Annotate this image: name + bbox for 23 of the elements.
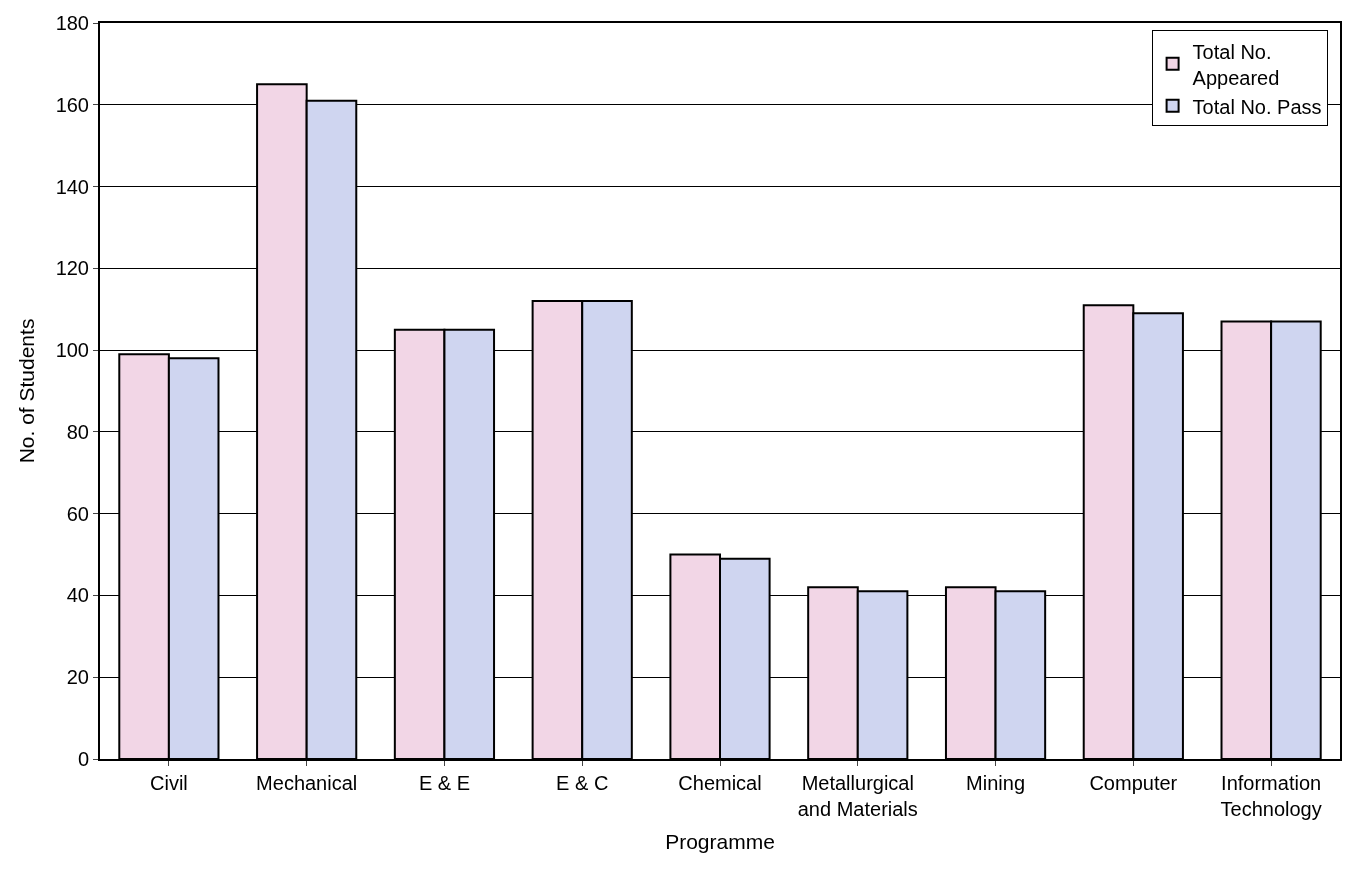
x-tick-label: Chemical bbox=[678, 772, 762, 794]
y-tick-label: 40 bbox=[66, 584, 89, 607]
legend-label: Total No. Pass bbox=[1192, 95, 1322, 118]
x-tick-label: Information Technology bbox=[1220, 772, 1322, 820]
x-tick-label: Civil bbox=[150, 772, 188, 794]
legend-label: Total No. Appeared bbox=[1192, 40, 1280, 89]
x-tick-label: Metallurgical and Materials bbox=[797, 772, 918, 820]
y-tick-label: 100 bbox=[55, 339, 89, 362]
y-tick-label: 60 bbox=[66, 502, 89, 525]
x-tick-label: Mining bbox=[966, 772, 1026, 794]
y-tick-label: 80 bbox=[66, 420, 89, 443]
y-tick-label: 180 bbox=[55, 12, 89, 34]
x-tick-label: E & E bbox=[418, 772, 471, 794]
y-tick-label: 160 bbox=[55, 93, 89, 116]
y-tick-label: 140 bbox=[55, 175, 89, 198]
y-axis-title: No. of Students bbox=[15, 318, 39, 464]
x-tick-label: Computer bbox=[1089, 772, 1178, 794]
x-tick-label: E & C bbox=[556, 772, 609, 794]
x-axis-title: Programme bbox=[665, 829, 775, 853]
y-tick-label: 0 bbox=[77, 748, 89, 770]
y-tick-label: 120 bbox=[55, 257, 89, 280]
y-tick-label: 20 bbox=[66, 666, 89, 689]
x-tick-label: Mechanical bbox=[256, 772, 358, 794]
